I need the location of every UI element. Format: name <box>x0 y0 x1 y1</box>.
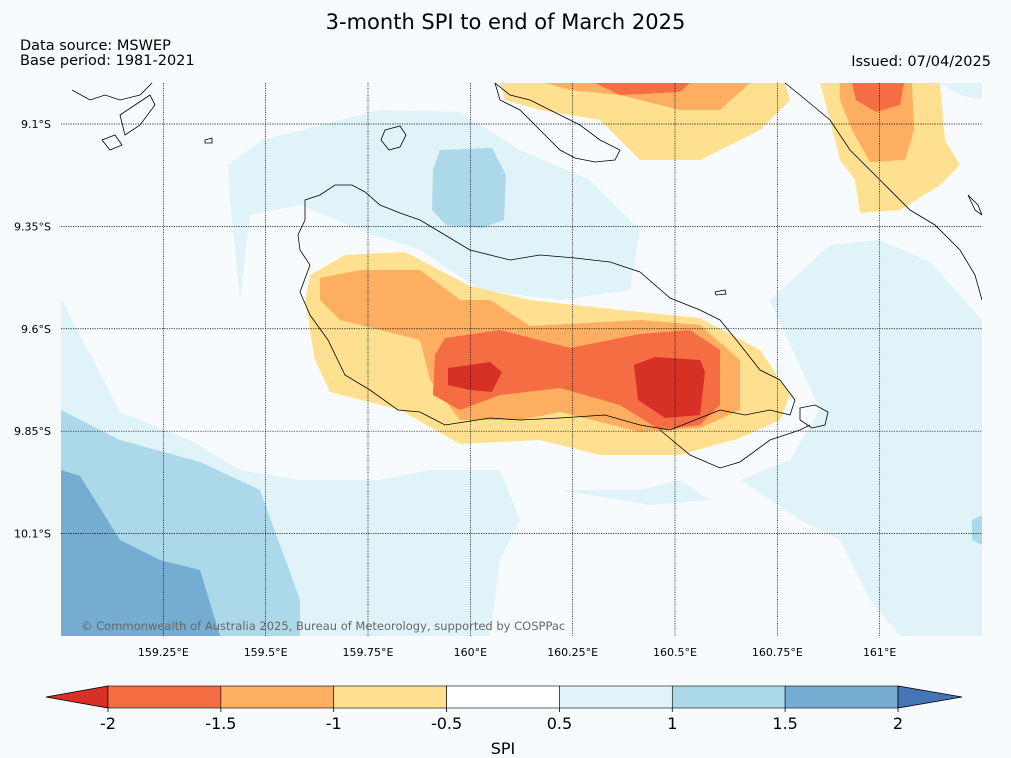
lat-tick-label: 9.35°S <box>14 220 51 233</box>
lat-tick-label: 9.1°S <box>21 118 51 131</box>
latitude-labels: 9.1°S 9.35°S 9.6°S 9.85°S 10.1°S <box>14 118 51 541</box>
lon-tick-label: 159.25°E <box>138 646 189 659</box>
lat-tick-label: 10.1°S <box>14 528 51 541</box>
colorbar-tick-label: -1 <box>326 714 342 733</box>
lat-tick-label: 9.6°S <box>21 323 51 336</box>
lon-tick-label: 160°E <box>454 646 487 659</box>
colorbar-tick-label: -2 <box>100 714 116 733</box>
colorbar-tick-label: -1.5 <box>205 714 236 733</box>
lon-tick-label: 160.75°E <box>752 646 803 659</box>
colorbar: -2 -1.5 -1 -0.5 0.5 1 1.5 2 SPI <box>45 685 963 758</box>
coastlines <box>71 83 982 469</box>
colorbar-segment <box>107 685 222 709</box>
colorbar-tick-label: 2 <box>893 714 903 733</box>
lon-tick-label: 160.25°E <box>547 646 598 659</box>
colorbar-segment <box>220 685 335 709</box>
colorbar-extend-high <box>897 685 963 709</box>
gridlines <box>61 83 982 636</box>
lon-tick-label: 159.75°E <box>343 646 394 659</box>
colorbar-tick-label: 1 <box>667 714 677 733</box>
colorbar-tick-label: 0.5 <box>547 714 572 733</box>
map-plot-area <box>61 83 982 636</box>
colorbar-segment <box>784 685 899 709</box>
map-title: 3-month SPI to end of March 2025 <box>325 10 686 34</box>
colorbar-segment <box>671 685 786 709</box>
colorbar-tick-label: -0.5 <box>431 714 462 733</box>
base-period: Base period: 1981-2021 <box>20 53 195 69</box>
longitude-labels: 159.25°E 159.5°E 159.75°E 160°E 160.25°E 160.… <box>138 646 897 659</box>
copyright-notice: © Commonwealth of Australia 2025, Bureau… <box>81 619 566 633</box>
colorbar-label: SPI <box>491 739 516 758</box>
lon-tick-label: 161°E <box>863 646 896 659</box>
colorbar-extend-low <box>45 685 109 709</box>
lon-tick-label: 160.5°E <box>653 646 697 659</box>
spi-dry-extreme-region <box>448 357 705 418</box>
issued-date: Issued: 07/04/2025 <box>851 54 991 70</box>
lon-tick-label: 159.5°E <box>244 646 288 659</box>
colorbar-segment <box>446 685 560 709</box>
colorbar-segment <box>559 685 673 709</box>
lat-tick-label: 9.85°S <box>14 425 51 438</box>
spi-wet-strong-region <box>61 470 220 636</box>
data-source-info: Data source: MSWEP Base period: 1981-202… <box>20 39 195 69</box>
colorbar-tick-label: 1.5 <box>772 714 797 733</box>
colorbar-segment <box>333 685 447 709</box>
data-source: Data source: MSWEP <box>20 38 171 54</box>
